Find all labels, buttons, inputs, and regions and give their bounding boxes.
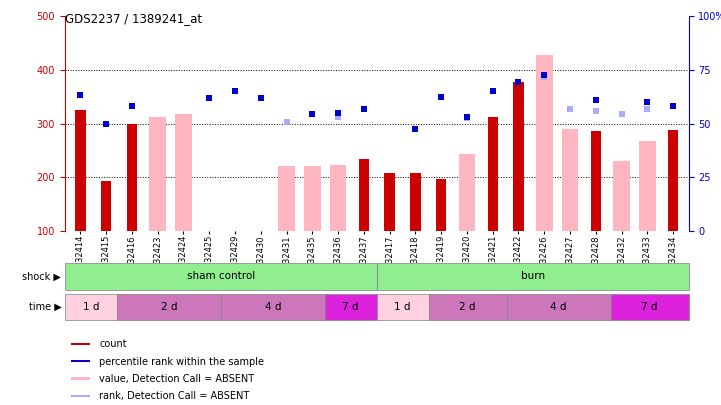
Text: shock ▶: shock ▶ <box>22 271 61 281</box>
Bar <box>507 294 611 320</box>
Bar <box>611 294 689 320</box>
Bar <box>324 294 376 320</box>
Bar <box>459 154 475 231</box>
Text: time ▶: time ▶ <box>29 302 61 312</box>
Text: 7 d: 7 d <box>641 302 658 312</box>
Bar <box>75 110 86 231</box>
Bar <box>71 377 90 379</box>
Text: burn: burn <box>521 271 544 281</box>
Bar <box>487 117 497 231</box>
Bar <box>304 166 321 231</box>
Bar <box>513 82 523 231</box>
Bar <box>71 343 90 345</box>
Bar <box>278 166 295 231</box>
Bar <box>668 130 678 231</box>
Bar <box>71 394 90 397</box>
Bar <box>376 263 689 290</box>
Bar <box>358 160 369 231</box>
Bar <box>101 181 111 231</box>
Bar <box>536 55 552 231</box>
Text: rank, Detection Call = ABSENT: rank, Detection Call = ABSENT <box>99 391 249 401</box>
Bar <box>590 130 601 231</box>
Text: 2 d: 2 d <box>459 302 476 312</box>
Bar <box>329 165 347 231</box>
Bar <box>562 129 578 231</box>
Text: count: count <box>99 339 127 350</box>
Bar <box>376 294 429 320</box>
Bar <box>613 161 630 231</box>
Bar <box>117 294 221 320</box>
Bar <box>436 179 446 231</box>
Text: 1 d: 1 d <box>83 302 99 312</box>
Bar <box>65 294 117 320</box>
Text: value, Detection Call = ABSENT: value, Detection Call = ABSENT <box>99 374 255 384</box>
Bar <box>221 294 324 320</box>
Bar <box>127 124 137 231</box>
Bar <box>384 173 395 231</box>
Bar <box>149 117 166 231</box>
Text: GDS2237 / 1389241_at: GDS2237 / 1389241_at <box>65 12 202 25</box>
Bar <box>71 360 90 362</box>
Bar <box>65 263 376 290</box>
Text: percentile rank within the sample: percentile rank within the sample <box>99 357 264 367</box>
Bar <box>175 114 192 231</box>
Text: sham control: sham control <box>187 271 255 281</box>
Text: 7 d: 7 d <box>342 302 359 312</box>
Text: 2 d: 2 d <box>161 302 177 312</box>
Bar <box>410 173 420 231</box>
Text: 4 d: 4 d <box>265 302 281 312</box>
Text: 4 d: 4 d <box>550 302 567 312</box>
Text: 1 d: 1 d <box>394 302 411 312</box>
Bar <box>639 141 655 231</box>
Bar <box>429 294 507 320</box>
